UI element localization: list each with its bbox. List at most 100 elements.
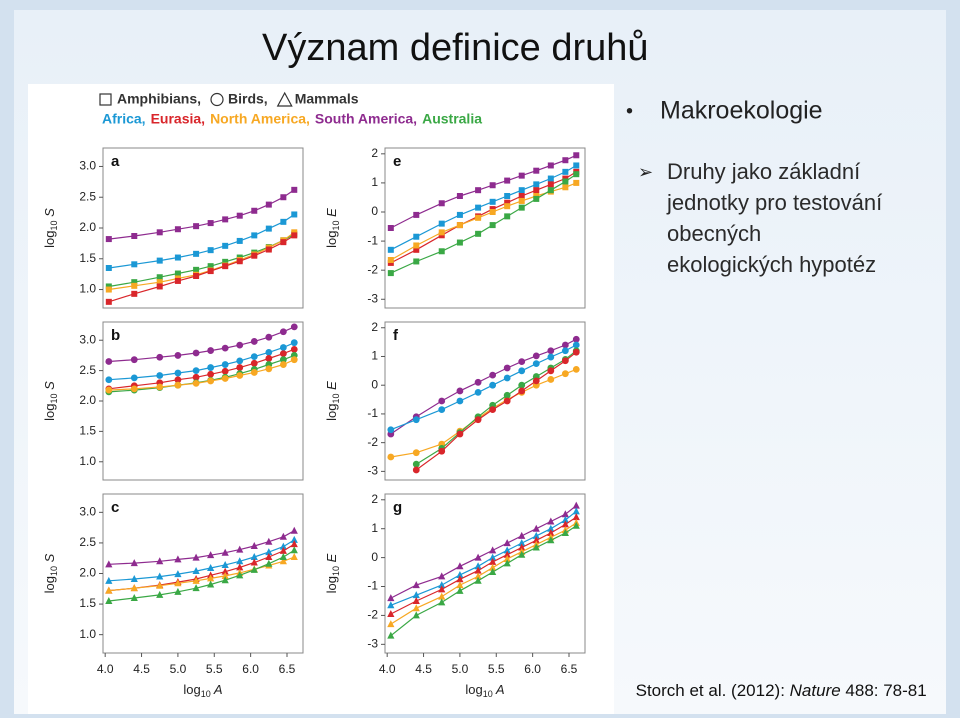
data-point: [547, 376, 555, 383]
y-tick-label: -2: [367, 262, 378, 276]
data-point: [192, 553, 200, 561]
axis-label: log10 S: [42, 553, 59, 593]
y-tick-label: 2: [371, 492, 378, 506]
data-point: [156, 372, 164, 379]
data-point: [503, 364, 511, 372]
data-point: [504, 203, 511, 210]
legend-marker: [99, 93, 112, 106]
x-tick-label: 4.0: [97, 662, 114, 676]
data-point: [518, 387, 526, 395]
data-point: [221, 548, 229, 556]
data-point: [518, 550, 526, 558]
y-tick-label: 1.5: [79, 251, 96, 265]
data-point: [221, 571, 229, 579]
data-point: [438, 220, 445, 227]
data-point: [573, 179, 580, 186]
x-tick-label: 5.5: [488, 662, 505, 676]
axis-label-sub: 10: [483, 689, 493, 699]
data-point: [130, 374, 138, 382]
data-point: [456, 430, 464, 438]
data-point: [573, 152, 580, 159]
panel-letter: g: [393, 499, 402, 516]
data-point: [265, 246, 272, 253]
data-point: [413, 242, 420, 249]
data-point: [222, 216, 229, 223]
data-point: [105, 376, 113, 384]
data-point: [474, 572, 482, 580]
data-point: [192, 379, 200, 387]
data-point: [438, 248, 445, 255]
data-point: [518, 539, 526, 547]
data-point: [279, 557, 287, 565]
data-point: [236, 563, 244, 571]
axis-label-part: log: [324, 230, 339, 247]
data-point: [547, 347, 555, 355]
data-point: [130, 593, 138, 601]
axis-label-var: E: [324, 381, 339, 394]
legend-region: Australia: [422, 111, 482, 127]
data-point: [251, 232, 258, 239]
data-point: [547, 181, 554, 188]
plot-frame: [384, 493, 586, 654]
data-point: [291, 229, 298, 236]
x-tick-label: 5.0: [452, 662, 469, 676]
data-point: [192, 584, 200, 592]
data-point: [387, 594, 395, 602]
data-point: [174, 270, 181, 277]
data-point: [280, 239, 287, 246]
data-point: [387, 620, 395, 628]
x-tick-label: 6.0: [242, 662, 259, 676]
y-tick-label: 2.0: [79, 393, 96, 407]
axis-label-sub: 10: [331, 393, 341, 403]
data-point: [532, 531, 540, 539]
data-point: [456, 239, 463, 246]
bullet-symbol: •: [626, 100, 633, 122]
data-point: [192, 349, 200, 357]
legend-region: Africa,: [102, 111, 146, 127]
data-point: [438, 447, 446, 455]
data-point: [475, 214, 482, 221]
y-tick-label: 2.0: [79, 566, 96, 580]
data-point: [105, 560, 113, 568]
data-point: [572, 366, 580, 373]
data-point: [561, 529, 569, 537]
y-tick-label: 3.0: [79, 159, 96, 173]
axis-label-var: S: [42, 208, 57, 221]
data-point: [193, 273, 200, 279]
data-point: [265, 365, 273, 373]
data-point: [489, 371, 497, 379]
data-point: [547, 187, 554, 194]
data-point: [251, 252, 258, 259]
data-point: [174, 587, 182, 595]
data-point: [562, 157, 569, 164]
data-point: [387, 609, 395, 617]
sub-bullet-symbol: ➢: [638, 162, 653, 182]
data-point: [504, 177, 511, 184]
axis-label: log10 E: [324, 208, 341, 248]
data-point: [207, 268, 214, 275]
sub-bullet-line: jednotky pro testování: [666, 190, 882, 215]
data-point: [503, 550, 511, 558]
data-point: [518, 531, 526, 539]
data-point: [438, 581, 446, 589]
data-point: [156, 572, 164, 580]
data-point: [547, 367, 555, 375]
data-point: [518, 367, 526, 375]
x-tick-label: 4.5: [133, 662, 150, 676]
data-point: [518, 204, 525, 211]
y-tick-label: 3.0: [79, 505, 96, 519]
data-point: [532, 360, 540, 368]
bullet-text: Makroekologie: [660, 97, 823, 125]
data-point: [207, 377, 215, 385]
legend-region: South America,: [315, 111, 417, 127]
data-point: [279, 361, 287, 368]
data-point: [207, 364, 215, 371]
data-point: [131, 282, 138, 289]
data-point: [547, 517, 555, 525]
data-point: [475, 230, 482, 237]
axis-label-sub: 10: [331, 220, 341, 230]
data-point: [279, 350, 287, 357]
data-point: [222, 258, 229, 265]
data-point: [250, 338, 258, 345]
data-point: [236, 571, 244, 579]
